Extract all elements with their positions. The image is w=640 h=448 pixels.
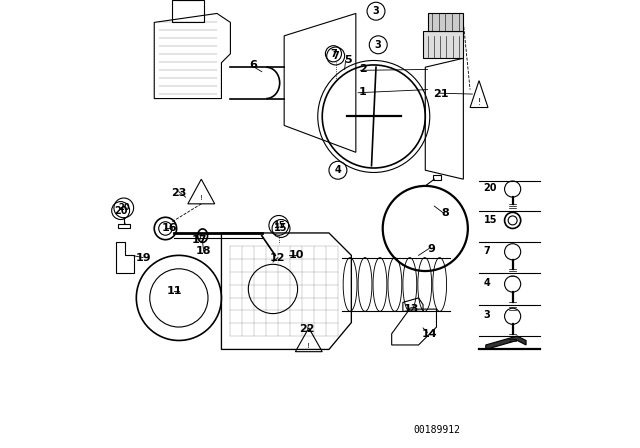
Text: 4: 4 — [335, 165, 341, 175]
Polygon shape — [486, 336, 526, 349]
Text: 15: 15 — [484, 215, 497, 224]
Text: !: ! — [307, 343, 310, 349]
Text: 9: 9 — [427, 244, 435, 254]
Text: 5: 5 — [344, 56, 352, 65]
Text: 3: 3 — [375, 40, 381, 50]
Text: 00189912: 00189912 — [413, 425, 460, 435]
Text: 6: 6 — [249, 60, 257, 70]
Polygon shape — [428, 13, 463, 31]
Text: 15: 15 — [273, 221, 285, 230]
Text: 20: 20 — [484, 183, 497, 193]
Polygon shape — [423, 31, 463, 58]
Text: 2: 2 — [358, 65, 367, 74]
Text: 20: 20 — [118, 203, 129, 212]
Text: 16: 16 — [162, 224, 178, 233]
Text: 7: 7 — [484, 246, 490, 256]
Text: 4: 4 — [484, 278, 490, 288]
Text: 17: 17 — [191, 235, 207, 245]
Text: 14: 14 — [422, 329, 438, 339]
Text: 21: 21 — [433, 89, 449, 99]
Text: 15: 15 — [275, 224, 288, 233]
Text: 3: 3 — [372, 6, 380, 16]
Text: !: ! — [477, 98, 481, 107]
Text: 7: 7 — [330, 49, 337, 59]
Text: 1: 1 — [358, 87, 367, 97]
Text: 12: 12 — [269, 253, 285, 263]
Text: 20: 20 — [114, 206, 127, 215]
Text: 10: 10 — [289, 250, 304, 260]
Text: 23: 23 — [171, 188, 187, 198]
Text: 13: 13 — [404, 304, 420, 314]
Text: 8: 8 — [442, 208, 449, 218]
Text: 19: 19 — [135, 253, 151, 263]
Text: !: ! — [200, 195, 203, 201]
Text: 3: 3 — [484, 310, 490, 320]
Text: 18: 18 — [196, 246, 211, 256]
Text: 22: 22 — [299, 324, 314, 334]
Text: 11: 11 — [166, 286, 182, 296]
Text: 7: 7 — [332, 51, 339, 61]
